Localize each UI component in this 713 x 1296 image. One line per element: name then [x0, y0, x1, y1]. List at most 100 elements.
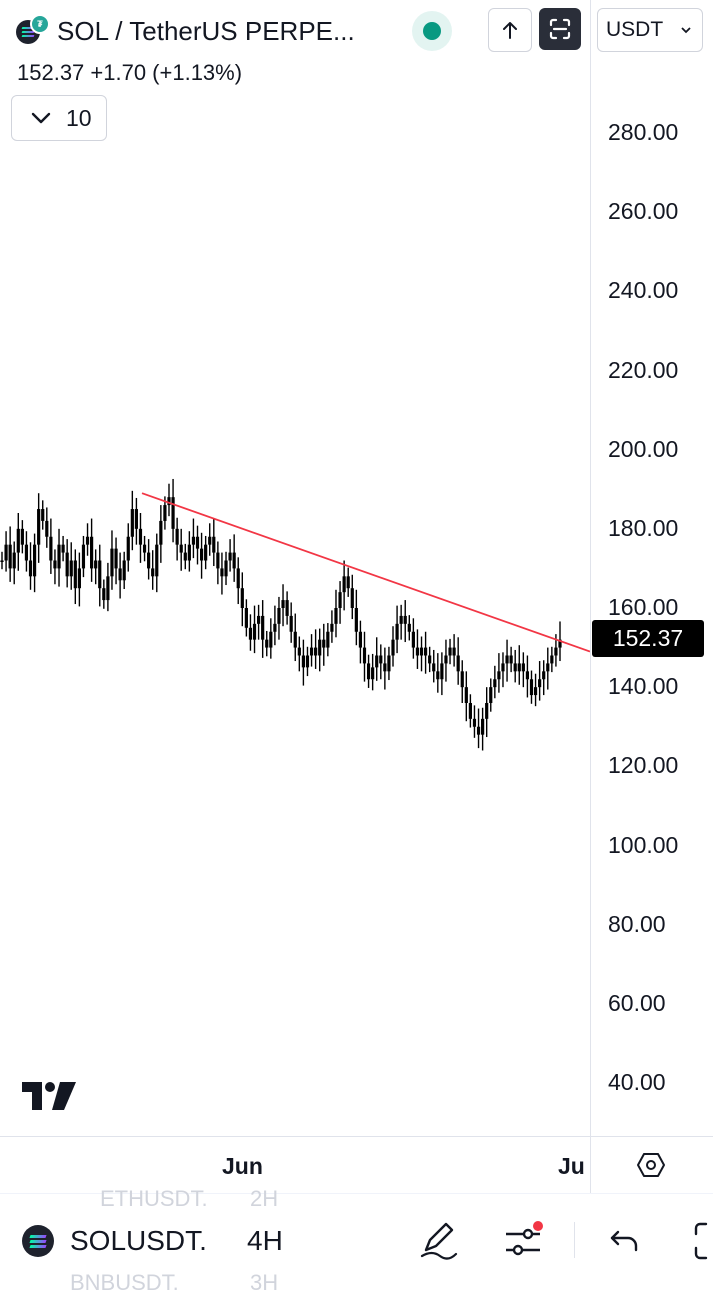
candle — [118, 552, 122, 599]
candle — [334, 589, 338, 638]
tradingview-logo-icon[interactable] — [22, 1082, 76, 1115]
price-tick-label: 60.00 — [608, 989, 666, 1016]
price-chart[interactable] — [0, 0, 590, 1136]
candle — [171, 478, 175, 543]
candle — [289, 602, 293, 643]
candle — [529, 670, 534, 704]
candle — [464, 671, 468, 722]
chart-settings-button[interactable] — [636, 1150, 666, 1185]
candle — [436, 653, 440, 693]
candle — [212, 518, 216, 567]
candle — [228, 539, 232, 572]
candle — [525, 655, 530, 698]
ghost-symbol-below: BNBUSDT. — [70, 1270, 179, 1295]
candle — [387, 646, 391, 681]
candle — [456, 637, 460, 685]
candle — [309, 634, 314, 667]
candle — [252, 605, 257, 654]
price-tick-label: 260.00 — [608, 198, 679, 225]
share-button[interactable] — [488, 8, 532, 52]
candle — [338, 581, 342, 624]
trendline[interactable] — [141, 492, 590, 653]
candle — [354, 589, 358, 646]
chart-settings-sliders-button[interactable] — [504, 1220, 544, 1265]
candle — [305, 646, 310, 677]
perpetual-badge-icon: ₮ — [30, 14, 50, 34]
drawing-tools-button[interactable] — [418, 1220, 458, 1265]
candle — [142, 535, 147, 562]
candle — [265, 630, 269, 657]
currency-select[interactable]: USDT — [597, 8, 703, 52]
candle — [391, 626, 395, 667]
candle — [98, 544, 102, 607]
fullscreen-icon — [549, 18, 571, 40]
candle — [297, 636, 301, 672]
candle — [0, 551, 4, 570]
fullscreen-button[interactable] — [539, 8, 581, 50]
candle — [147, 539, 151, 580]
candle — [45, 507, 49, 548]
candle — [8, 526, 12, 582]
candle — [542, 660, 546, 696]
expand-button[interactable] — [692, 1222, 713, 1265]
price-tick-label: 180.00 — [608, 514, 679, 541]
candle — [106, 562, 110, 612]
candle — [24, 531, 29, 572]
candle — [191, 518, 196, 559]
candle — [151, 550, 155, 590]
candle — [12, 541, 16, 585]
candle — [179, 528, 183, 571]
price-tick-label: 280.00 — [608, 119, 679, 145]
candle — [53, 549, 57, 585]
candle — [460, 660, 464, 703]
candle — [65, 539, 69, 588]
symbol-picker[interactable]: SOLUSDT. — [70, 1225, 207, 1256]
candle — [485, 687, 489, 738]
candle — [489, 678, 493, 712]
symbol-title[interactable]: SOL / TetherUS PERPE... — [57, 16, 355, 46]
candle — [175, 517, 179, 561]
ghost-timeframe-below: 3H — [250, 1270, 279, 1295]
price-tick-label: 120.00 — [608, 752, 679, 779]
chevron-down-icon — [31, 112, 51, 124]
arrow-up-icon — [503, 22, 517, 39]
candle — [375, 637, 379, 681]
candle — [403, 600, 407, 643]
candle — [366, 654, 371, 688]
candle — [102, 579, 106, 609]
candle — [411, 618, 415, 659]
price-tick-label: 100.00 — [608, 831, 679, 858]
candle — [240, 572, 244, 627]
candle — [513, 649, 517, 683]
candle — [476, 708, 481, 749]
price-tick-label: 160.00 — [608, 594, 679, 620]
candle — [41, 500, 45, 530]
candle — [187, 531, 191, 572]
candle — [167, 483, 171, 517]
candle — [379, 644, 383, 680]
candle — [216, 541, 220, 585]
candle — [273, 605, 277, 646]
candle — [362, 631, 367, 682]
candle — [90, 518, 94, 582]
candle — [444, 639, 448, 682]
candle — [16, 513, 20, 571]
sliders-icon — [506, 1221, 543, 1256]
candle — [69, 542, 73, 590]
undo-button[interactable] — [608, 1224, 642, 1263]
candle — [419, 636, 424, 672]
candle — [440, 652, 444, 696]
time-tick-label: Ju — [558, 1153, 585, 1179]
indicator-count: 10 — [66, 104, 92, 131]
candle — [550, 646, 554, 673]
time-axis-border — [0, 1136, 713, 1137]
candle — [199, 532, 204, 579]
candle — [358, 620, 363, 664]
candle — [346, 567, 350, 597]
candle — [81, 535, 86, 578]
candle — [159, 505, 163, 563]
timeframe-picker[interactable]: 4H — [247, 1225, 283, 1256]
candle — [521, 652, 525, 688]
market-status-indicator[interactable] — [412, 11, 452, 51]
indicators-toggle-button[interactable]: 10 — [11, 95, 107, 141]
